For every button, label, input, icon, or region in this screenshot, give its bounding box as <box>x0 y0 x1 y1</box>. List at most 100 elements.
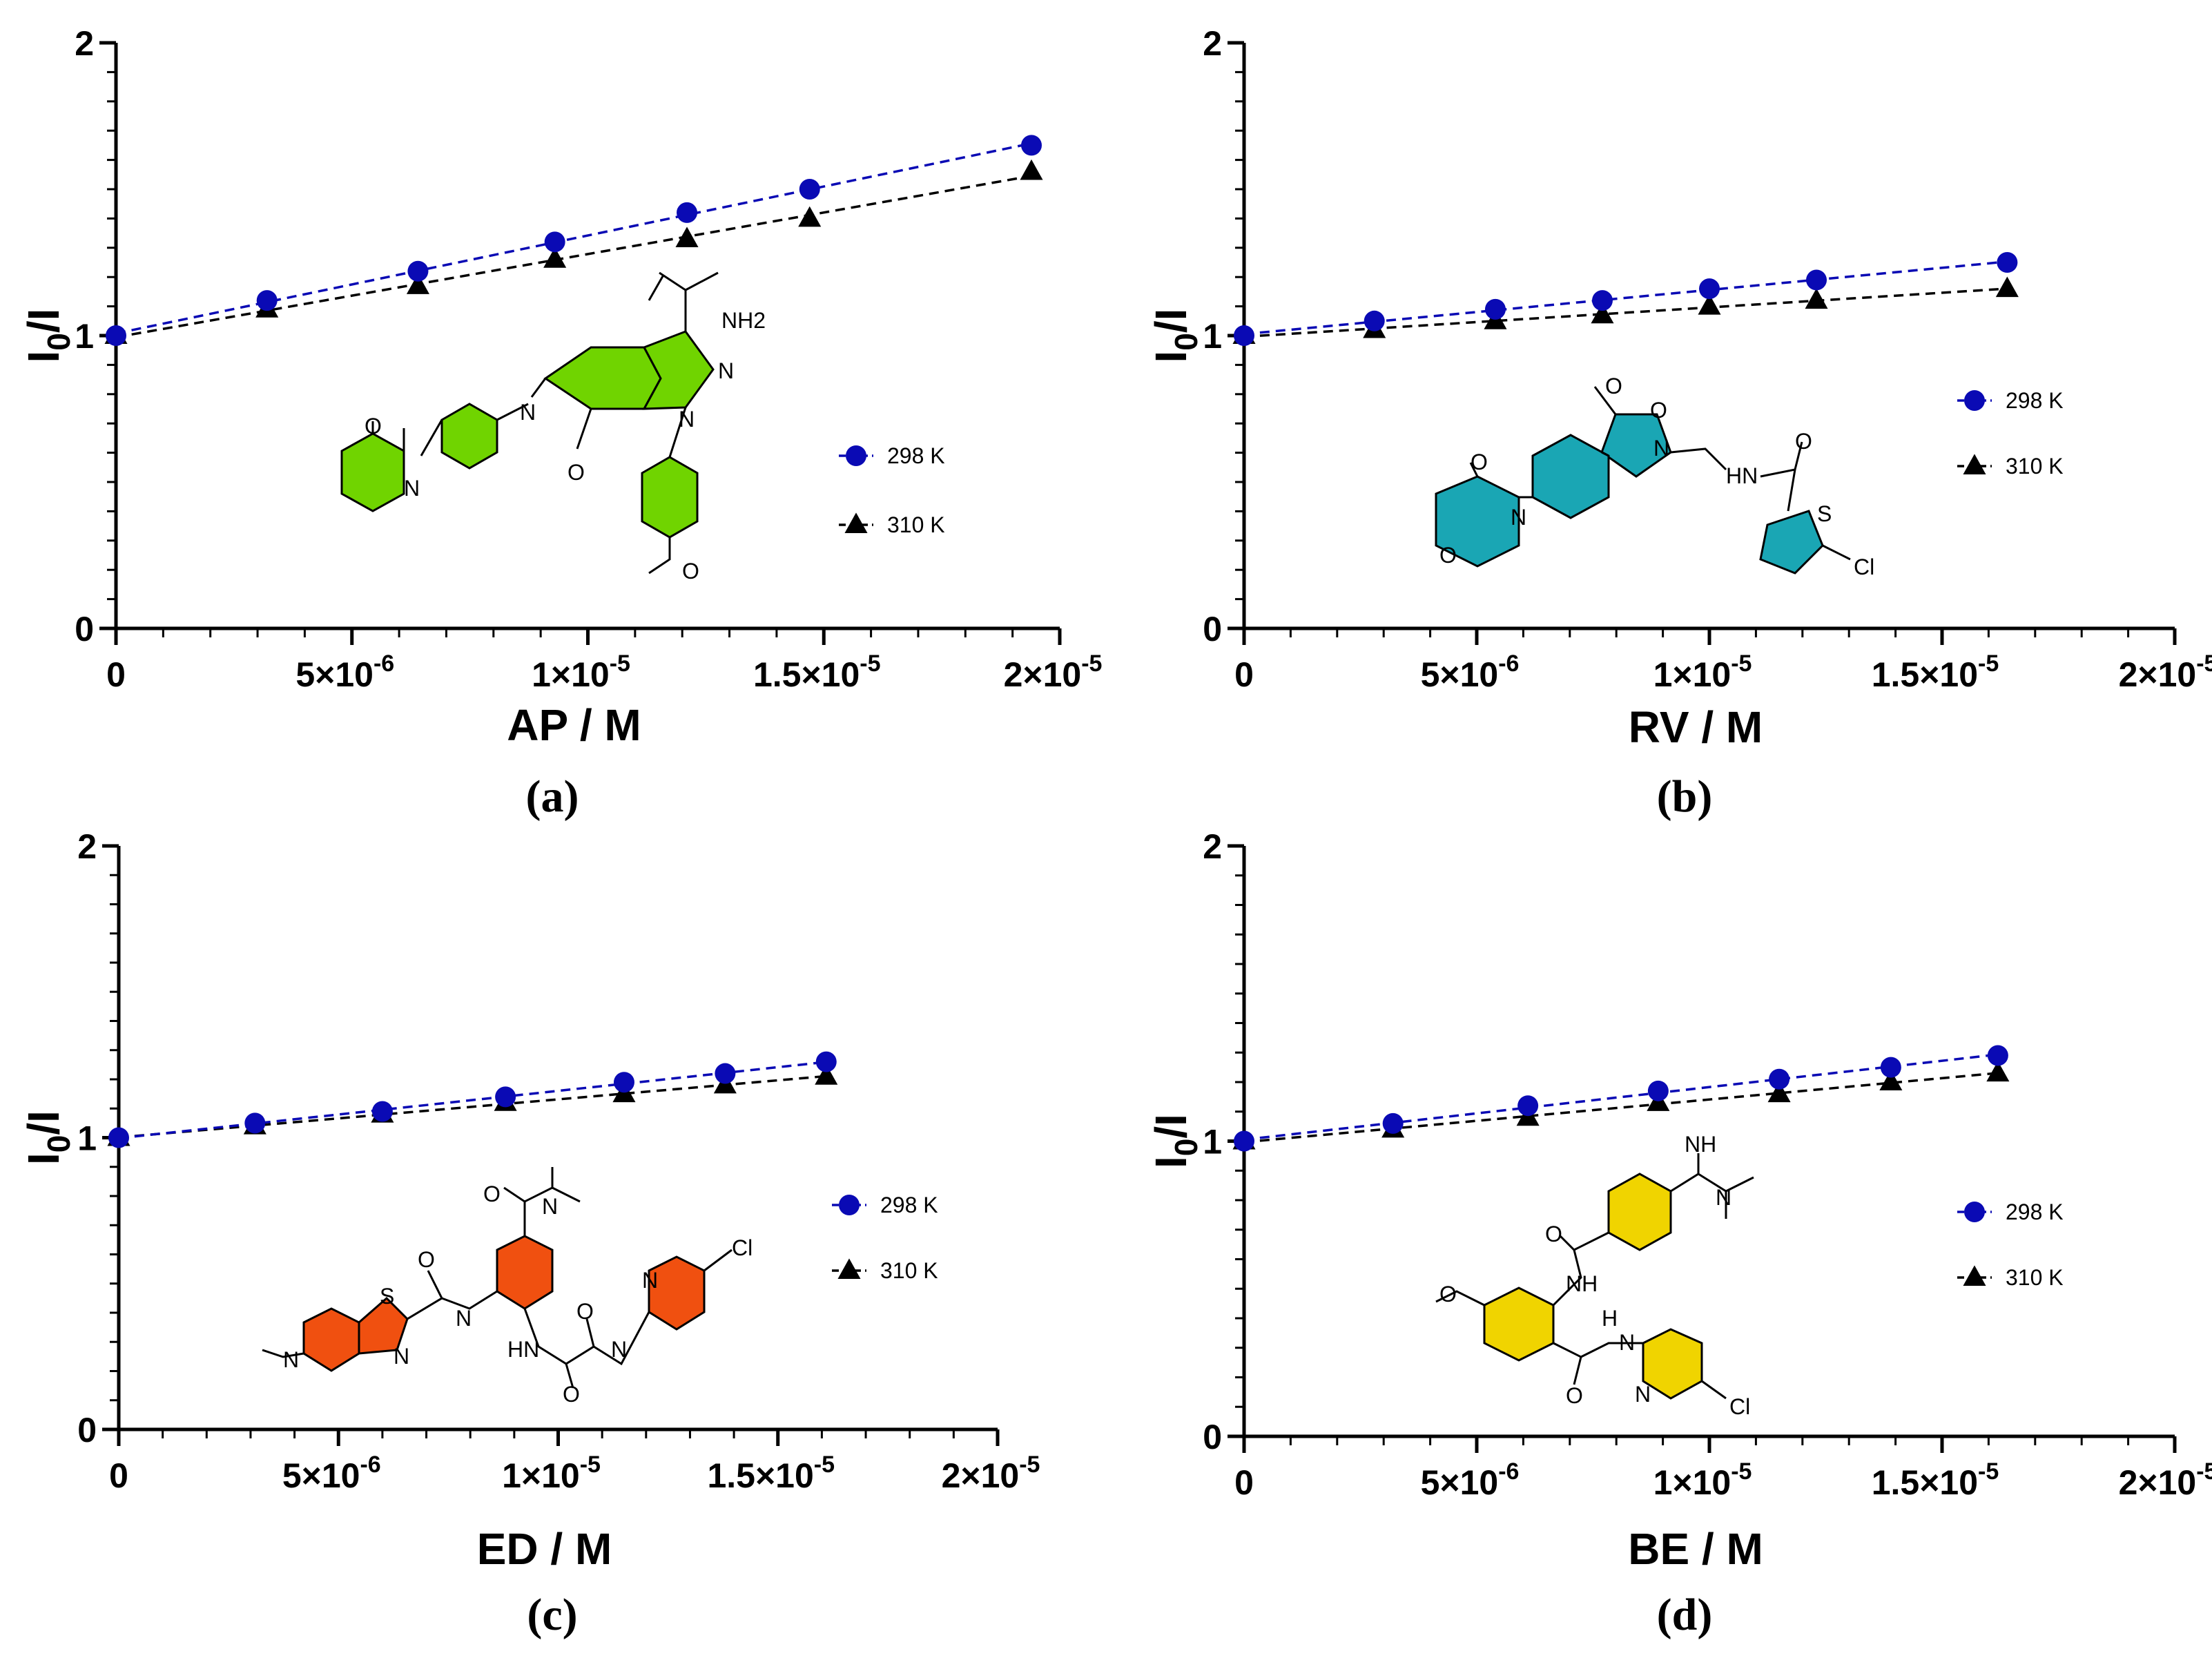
data-point <box>1517 1095 1539 1117</box>
y-axis-title: I0/I <box>19 309 77 363</box>
bond <box>523 1308 650 1389</box>
atom-label: O <box>682 559 699 584</box>
data-point <box>1382 1112 1404 1134</box>
data-point <box>1234 1130 1254 1152</box>
data-point <box>1699 278 1720 300</box>
data-point <box>1997 252 2018 273</box>
tick-label: 5×10-6 <box>1421 650 1520 694</box>
data-point <box>798 206 822 227</box>
ring-fill <box>358 1296 409 1355</box>
y-axis-title: I0/I <box>19 1110 77 1165</box>
molecule-structure-b: O O N HN O S Cl O N O <box>1435 374 1874 579</box>
tick-label: 2 <box>1203 827 1222 866</box>
atom-label: HN <box>1726 463 1758 488</box>
atom-label: H <box>1602 1306 1618 1331</box>
panel-label: (a) <box>526 771 579 822</box>
atom-label: O <box>563 1382 580 1407</box>
atom-label: N <box>456 1306 472 1331</box>
bond <box>503 1167 581 1236</box>
atom-label: N <box>520 400 536 425</box>
data-point <box>244 1112 266 1134</box>
tick-label: 5×10-6 <box>1421 1458 1520 1502</box>
y-axis-title: I0/I <box>1146 1114 1204 1168</box>
atom-label: N <box>1635 1382 1651 1407</box>
atom-label: N <box>1619 1330 1635 1355</box>
data-point <box>1806 269 1827 291</box>
fit-line <box>115 175 1032 339</box>
data-point <box>1986 1061 2010 1082</box>
tick-label: 2 <box>75 24 94 63</box>
atom-label: N <box>283 1347 299 1372</box>
ring-fill <box>440 403 498 470</box>
tick-label: 1 <box>1203 1123 1222 1161</box>
atom-label: O <box>365 414 382 438</box>
ring-fill <box>302 1307 360 1372</box>
fit-line <box>1243 260 2008 336</box>
atom-label: N <box>1653 436 1669 461</box>
data-point <box>1364 310 1385 331</box>
panel-label: (c) <box>527 1590 577 1640</box>
tick-label: 0 <box>109 1456 128 1495</box>
atom-label: N <box>542 1194 558 1219</box>
data-point <box>1647 1080 1669 1101</box>
fit-line <box>1243 287 2008 338</box>
bond <box>576 407 687 575</box>
bond <box>371 378 547 456</box>
bond <box>262 1249 733 1358</box>
legend-label: 298 K <box>2006 1199 2064 1224</box>
data-point <box>256 290 278 311</box>
tick-label: 1×10-5 <box>502 1452 601 1495</box>
tick-label: 1.5×10-5 <box>707 1452 835 1495</box>
data-point <box>1234 325 1254 346</box>
tick-label: 0 <box>1203 610 1222 648</box>
ring-fill <box>1531 434 1610 519</box>
tick-label: 0 <box>75 610 94 648</box>
atom-label: N <box>1511 505 1526 530</box>
tick-label: 2×10-5 <box>1004 650 1103 694</box>
legend-marker <box>1964 390 1985 411</box>
panel-c: 0 5×10-6 1×10-5 1.5×10-5 2×10-5 0 1 2 ED / M I0/I… <box>19 827 1040 1640</box>
atom-label: O <box>567 460 585 485</box>
bond <box>648 271 719 331</box>
legend-marker <box>844 512 868 533</box>
tick-label: 1×10-5 <box>1653 650 1752 694</box>
tick-label: 1.5×10-5 <box>1872 650 1999 694</box>
data-point <box>1767 1081 1791 1103</box>
data-point <box>407 260 429 282</box>
tick-label: 1.5×10-5 <box>1872 1458 1999 1502</box>
legend-marker <box>846 445 866 466</box>
data-point <box>1484 298 1506 320</box>
atom-label: N <box>611 1337 627 1362</box>
legend-marker <box>839 1195 860 1215</box>
atom-label: O <box>483 1182 501 1206</box>
atom-label: O <box>418 1247 435 1272</box>
ring-fill <box>543 346 662 410</box>
data-point <box>106 325 126 346</box>
data-point <box>544 231 565 253</box>
atom-label: HN <box>507 1337 539 1362</box>
bond <box>1435 1290 1727 1400</box>
atom-label: N <box>394 1344 409 1369</box>
ring-fill <box>1759 510 1824 575</box>
legend-marker <box>1963 1265 1986 1286</box>
bond <box>1552 1231 1609 1307</box>
atom-label: S <box>1817 501 1832 526</box>
tick-label: 0 <box>1203 1418 1222 1456</box>
data-point <box>1020 135 1042 156</box>
legend-label: 298 K <box>2006 388 2064 413</box>
legend-label: 310 K <box>880 1258 938 1283</box>
tick-label: 0 <box>77 1411 97 1449</box>
atom-label: S <box>380 1284 394 1309</box>
atom-label: N <box>404 476 420 501</box>
data-point <box>1879 1070 1903 1090</box>
data-point <box>495 1086 516 1108</box>
bond <box>1670 1153 1754 1219</box>
tick-label: 2×10-5 <box>942 1452 1040 1495</box>
atom-label: Cl <box>1854 555 1874 579</box>
tick-label: 0 <box>106 655 126 694</box>
molecule-structure-a: NH2 N N N O O N O <box>340 271 766 584</box>
data-point <box>1591 302 1614 324</box>
bond <box>1553 1342 1643 1385</box>
data-point <box>1880 1057 1901 1078</box>
